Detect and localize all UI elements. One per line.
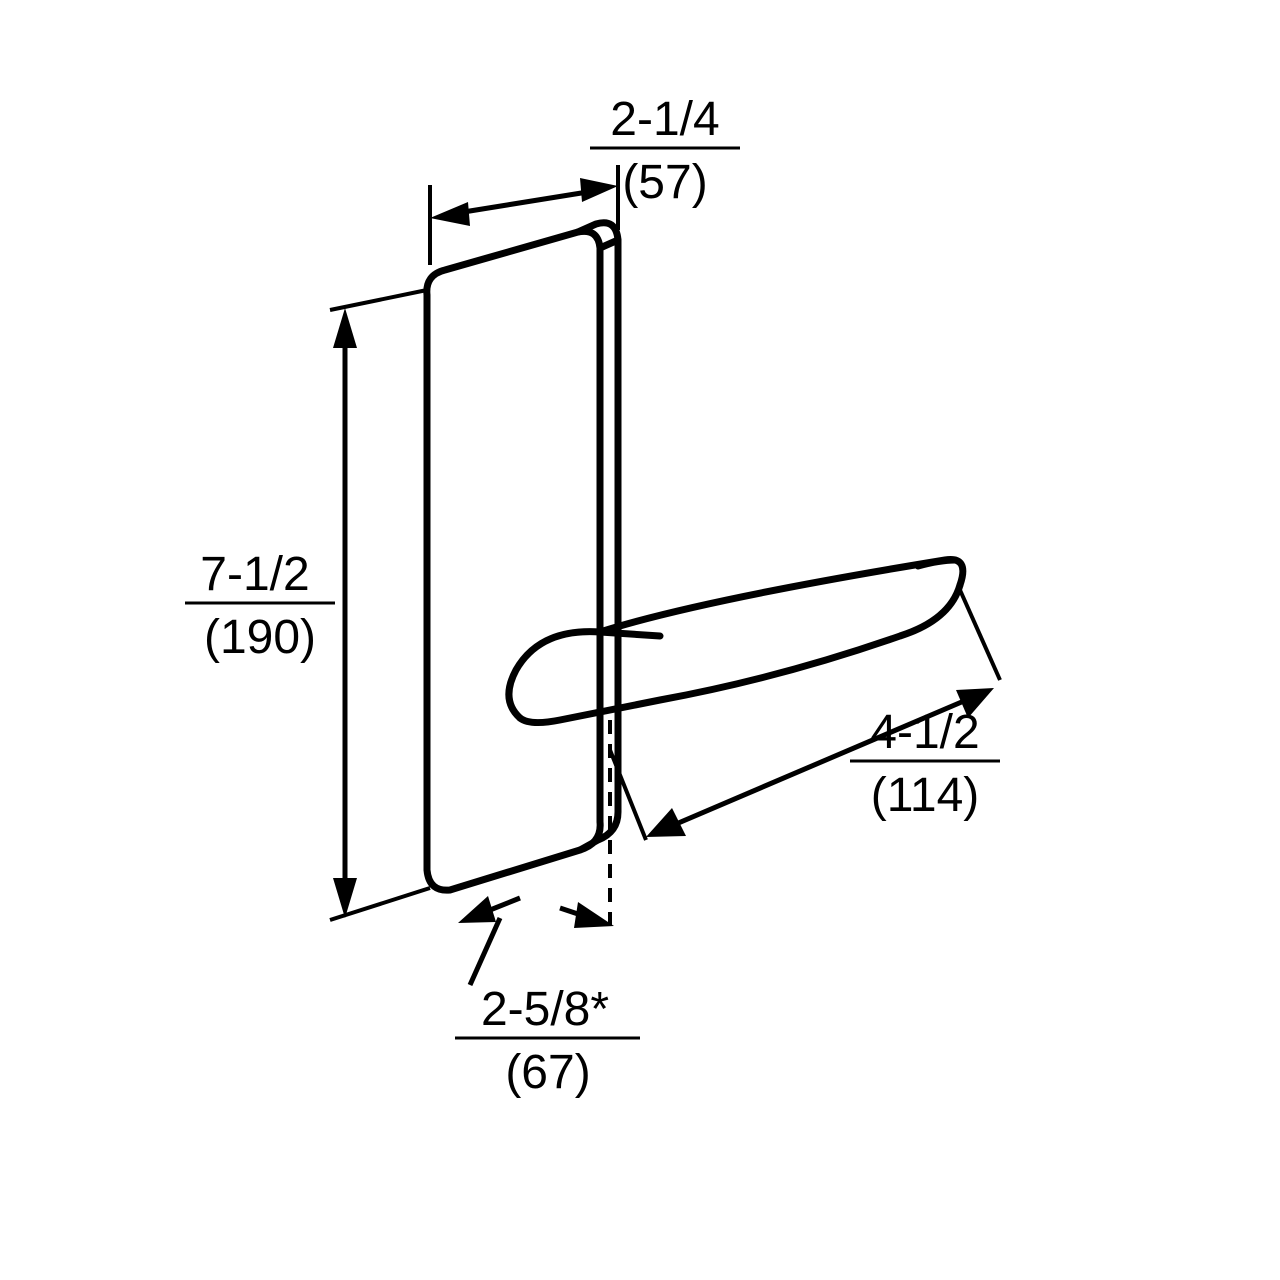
- dim-plate-width-imperial: 2-1/4: [610, 93, 719, 146]
- svg-text:(57): (57): [622, 156, 707, 209]
- escutcheon-plate: [427, 223, 618, 890]
- svg-text:(114): (114): [871, 769, 980, 822]
- dim-lever-length-imperial: 4-1/2: [870, 706, 979, 759]
- dim-backset: 2-5/8* (67): [455, 896, 640, 1099]
- dim-plate-width-metric: (57): [622, 156, 707, 209]
- dim-backset-imperial: 2-5/8*: [481, 983, 609, 1036]
- lever-handle: [509, 560, 963, 723]
- dim-lever-length-metric: (114): [871, 769, 980, 822]
- svg-text:(67): (67): [505, 1046, 590, 1099]
- dim-plate-height-metric: (190): [204, 611, 316, 664]
- svg-text:4-1/2: 4-1/2: [870, 706, 979, 759]
- dim-plate-height-imperial: 7-1/2: [200, 548, 309, 601]
- svg-text:2-5/8*: 2-5/8*: [481, 983, 609, 1036]
- dim-plate-width: 2-1/4 (57): [430, 93, 740, 265]
- dim-backset-metric: (67): [505, 1046, 590, 1099]
- svg-text:2-1/4: 2-1/4: [610, 93, 719, 146]
- dim-lever-length: 4-1/2 (114): [610, 590, 1000, 840]
- svg-text:(190): (190): [204, 611, 316, 664]
- dim-plate-height: 7-1/2 (190): [185, 290, 430, 920]
- svg-text:7-1/2: 7-1/2: [200, 548, 309, 601]
